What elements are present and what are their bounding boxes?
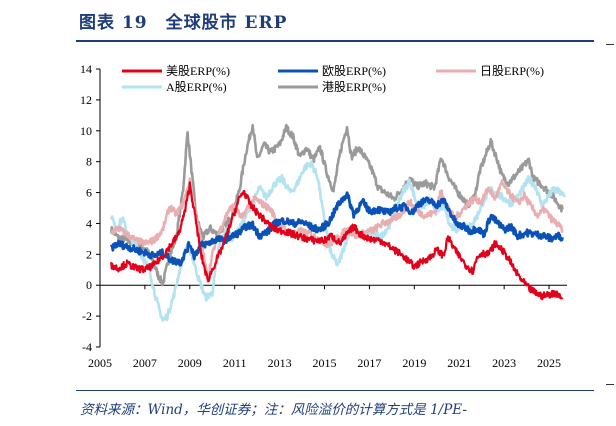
y-tick-label: 10	[80, 124, 92, 138]
x-tick-label: 2019	[402, 356, 426, 370]
legend-label-hk: 港股ERP(%)	[322, 80, 386, 94]
x-tick-label: 2011	[223, 356, 247, 370]
x-tick-label: 2025	[537, 356, 561, 370]
y-tick-label: 6	[86, 186, 92, 200]
legend-label-eu: 欧股ERP(%)	[322, 64, 386, 78]
x-tick-label: 2005	[88, 356, 112, 370]
y-tick-label: 12	[80, 93, 92, 107]
x-tick-label: 2007	[133, 356, 157, 370]
y-tick-label: 0	[86, 278, 92, 292]
page-edge-mark	[606, 384, 614, 385]
legend-label-us: 美股ERP(%)	[166, 64, 230, 78]
source-rule	[76, 390, 594, 391]
figure-title: 图表 19 全球股市 ERP	[79, 13, 288, 33]
x-tick-label: 2015	[313, 356, 337, 370]
axes: -4 -2 0 2 4 6 8 10 12 14 2005 2007 2009 2011 2013 2015 2…	[80, 62, 567, 370]
x-tick-label: 2013	[268, 356, 292, 370]
y-tick-label: 14	[80, 62, 92, 76]
legend: 美股ERP(%) 欧股ERP(%) 日股ERP(%) A股ERP(%) 港股ER…	[122, 64, 544, 94]
y-tick-label: 2	[86, 247, 92, 261]
legend-label-jp: 日股ERP(%)	[480, 64, 544, 78]
y-tick-label: -4	[82, 340, 92, 354]
series-eu-erp	[109, 191, 564, 267]
title-rule	[76, 40, 594, 42]
x-tick-label: 2017	[357, 356, 381, 370]
x-tick-label: 2021	[447, 356, 471, 370]
y-tick-label: -2	[82, 309, 92, 323]
x-tick-label: 2023	[492, 356, 516, 370]
legend-label-a-share: A股ERP(%)	[166, 80, 227, 94]
source-note: 资料来源：Wind，华创证券；注：风险溢价的计算方式是 1/PE-	[80, 402, 467, 418]
y-tick-label: 8	[86, 155, 92, 169]
y-tick-label: 4	[86, 216, 92, 230]
series-group	[109, 123, 567, 322]
series-us-erp	[110, 181, 564, 301]
page-edge-mark	[606, 44, 614, 45]
x-tick-label: 2009	[178, 356, 202, 370]
series-hk-erp	[109, 123, 564, 287]
series-jp-erp	[110, 177, 564, 283]
